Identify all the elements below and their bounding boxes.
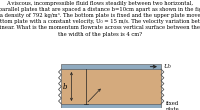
Bar bbox=[61, 64, 161, 69]
Text: b: b bbox=[62, 82, 67, 91]
Bar bbox=[61, 104, 161, 109]
Text: U₀: U₀ bbox=[163, 64, 171, 69]
Text: A viscous, incompressible fluid flows steadily between two horizontal,
infinite,: A viscous, incompressible fluid flows st… bbox=[0, 1, 200, 37]
Text: fixed
plate: fixed plate bbox=[166, 101, 179, 110]
Bar bbox=[61, 69, 161, 104]
